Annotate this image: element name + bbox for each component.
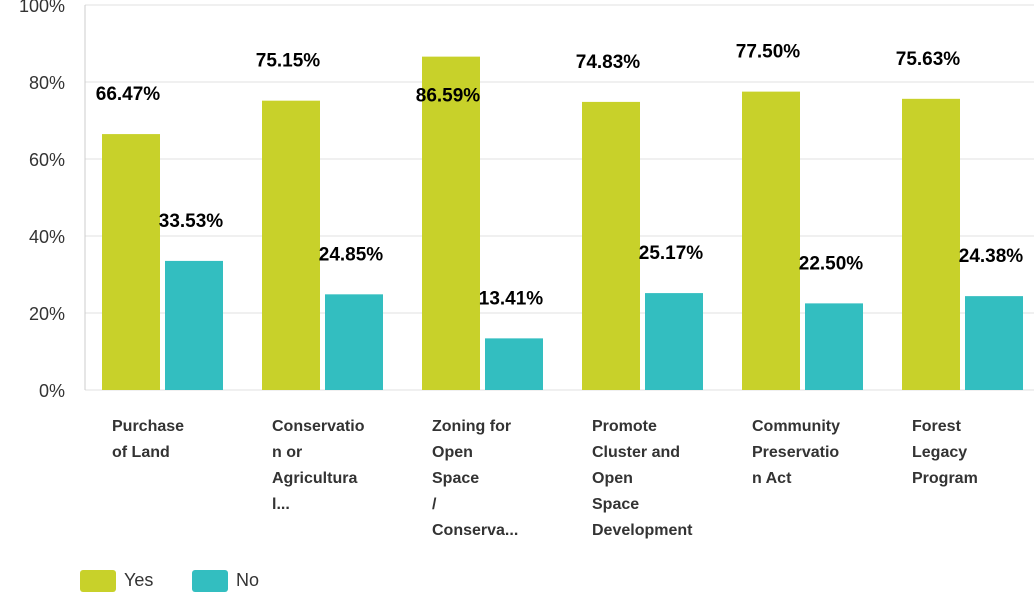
x-tick-label: n Act — [752, 470, 792, 487]
x-tick-label: Purchase — [112, 418, 184, 435]
y-tick-label: 40% — [29, 227, 65, 247]
value-label: 77.50% — [736, 42, 801, 63]
bar — [165, 260, 223, 390]
bar — [485, 338, 543, 390]
x-tick-label: Program — [912, 470, 978, 487]
legend-swatch — [192, 570, 228, 592]
y-tick-label: 60% — [29, 150, 65, 170]
y-tick-label: 80% — [29, 73, 65, 93]
value-label: 66.47% — [96, 84, 161, 105]
x-tick-label: Open — [592, 470, 633, 487]
bar — [645, 293, 703, 390]
x-tick-label: Zoning for — [432, 418, 511, 435]
x-tick-label: Cluster and — [592, 444, 680, 461]
x-tick-label: Open — [432, 444, 473, 461]
value-label: 75.15% — [256, 51, 321, 72]
legend-label: No — [236, 570, 259, 590]
legend-label: Yes — [124, 570, 153, 590]
y-tick-label: 100% — [19, 0, 65, 16]
x-tick-label: Space — [592, 496, 639, 513]
value-label: 25.17% — [639, 243, 704, 264]
x-tick-label: Conserva... — [432, 522, 518, 539]
x-tick-label: Space — [432, 470, 479, 487]
value-label: 13.41% — [479, 288, 544, 309]
value-label: 24.38% — [959, 246, 1024, 267]
bar — [325, 294, 383, 390]
x-tick-label: Agricultura — [272, 470, 357, 487]
bar — [805, 303, 863, 390]
bar — [582, 101, 640, 390]
x-tick-label: Community — [752, 418, 840, 435]
bar — [965, 296, 1023, 390]
value-label: 22.50% — [799, 253, 864, 274]
value-label: 86.59% — [416, 86, 481, 107]
bar — [742, 91, 800, 390]
bar — [102, 134, 160, 390]
legend-swatch — [80, 570, 116, 592]
x-tick-label: Preservatio — [752, 444, 839, 461]
x-tick-label: Promote — [592, 418, 657, 435]
x-tick-label: / — [432, 496, 437, 513]
x-tick-label: Forest — [912, 418, 962, 435]
value-label: 33.53% — [159, 211, 224, 232]
x-tick-label: Conservatio — [272, 418, 365, 435]
x-tick-label: n or — [272, 444, 302, 461]
y-tick-label: 20% — [29, 304, 65, 324]
x-tick-label: Development — [592, 522, 693, 539]
value-label: 75.63% — [896, 49, 961, 70]
x-tick-label: Legacy — [912, 444, 967, 461]
bar — [262, 100, 320, 391]
value-label: 74.83% — [576, 52, 641, 73]
bar — [902, 98, 960, 391]
y-tick-label: 0% — [39, 381, 65, 401]
value-label: 24.85% — [319, 244, 384, 265]
bar — [422, 56, 480, 390]
x-tick-label: of Land — [112, 444, 170, 461]
x-tick-label: l... — [272, 496, 290, 513]
